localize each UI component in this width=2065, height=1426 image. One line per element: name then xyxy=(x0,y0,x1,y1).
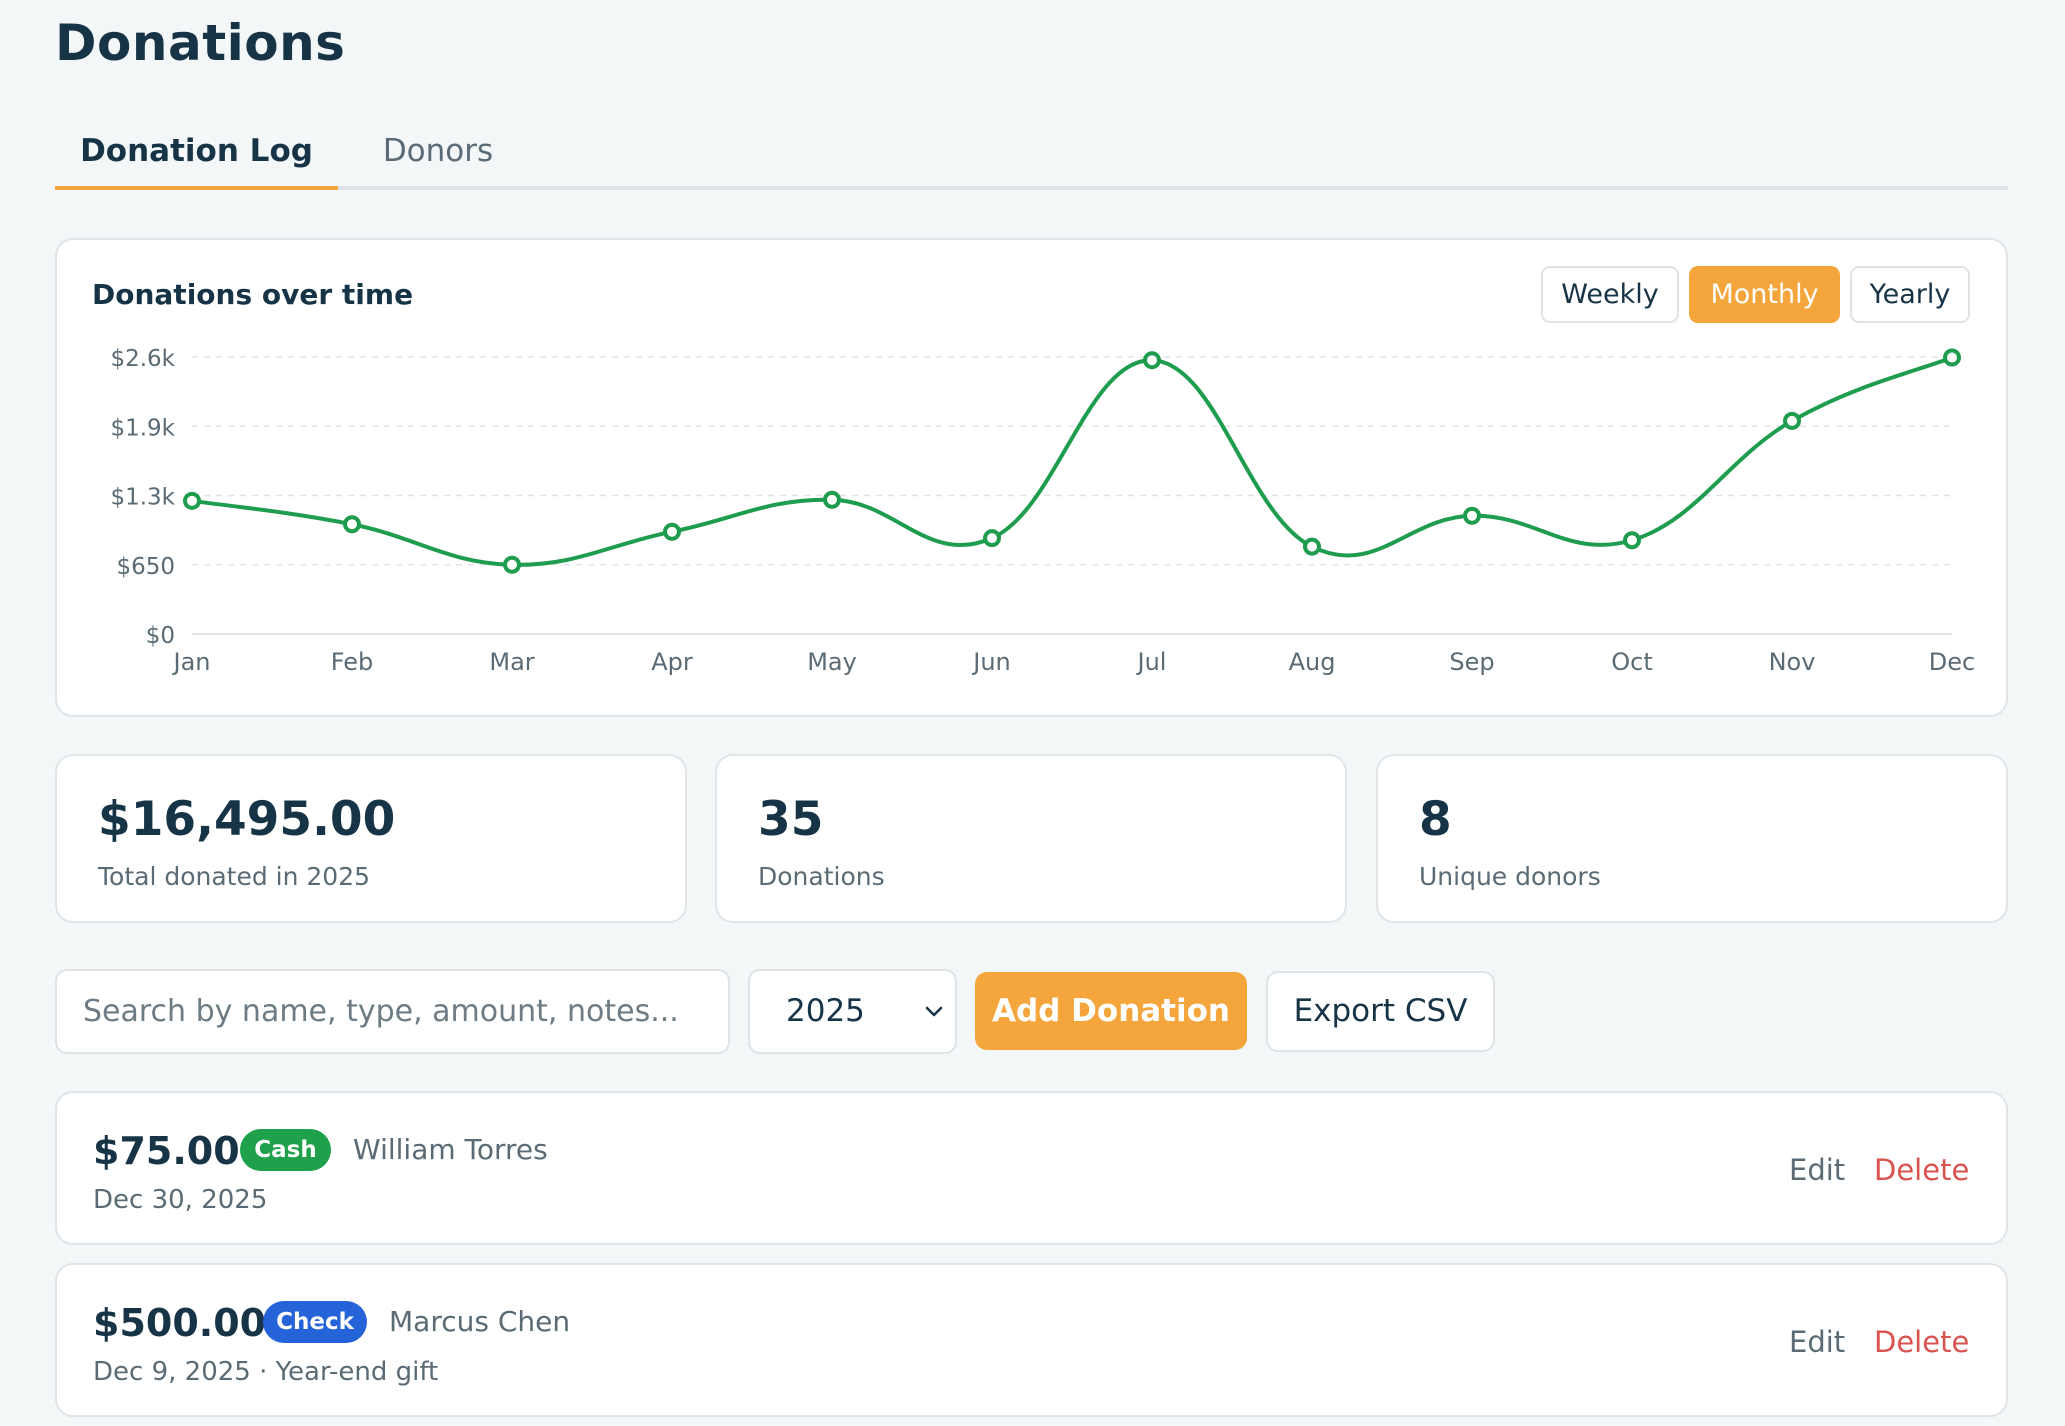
edit-donation-button[interactable]: Edit xyxy=(1789,1153,1846,1187)
donation-row: $75.00 Cash William Torres Dec 30, 2025 … xyxy=(55,1091,2008,1245)
donation-type-badge: Cash xyxy=(240,1129,331,1171)
delete-donation-button[interactable]: Delete xyxy=(1874,1153,1970,1187)
range-monthly-button[interactable]: Monthly xyxy=(1689,266,1840,323)
year-select-value: 2025 xyxy=(786,993,865,1029)
stat-total-label: Total donated in 2025 xyxy=(98,862,371,891)
stat-count-card: 35 Donations xyxy=(715,754,1347,923)
page-title: Donations xyxy=(55,14,346,72)
donation-type-badge: Check xyxy=(263,1301,367,1343)
delete-donation-button[interactable]: Delete xyxy=(1874,1325,1970,1359)
range-weekly-button[interactable]: Weekly xyxy=(1541,266,1679,323)
donation-amount: $500.00 xyxy=(93,1301,267,1345)
chart-title: Donations over time xyxy=(92,278,414,311)
tab-donors[interactable]: Donors xyxy=(382,133,494,169)
donation-donor-name: William Torres xyxy=(353,1133,548,1166)
donation-donor-name: Marcus Chen xyxy=(389,1305,571,1338)
edit-donation-button[interactable]: Edit xyxy=(1789,1325,1846,1359)
export-csv-button[interactable]: Export CSV xyxy=(1266,971,1495,1052)
tab-bar: Donation Log Donors xyxy=(55,118,2008,190)
year-select[interactable]: 2025 xyxy=(748,969,957,1054)
stat-count-label: Donations xyxy=(758,862,885,891)
donation-row: $500.00 Check Marcus Chen Dec 9, 2025 · … xyxy=(55,1263,2008,1417)
stat-count-value: 35 xyxy=(758,792,824,847)
stat-total-value: $16,495.00 xyxy=(98,792,396,847)
search-input[interactable] xyxy=(55,969,730,1054)
stat-donors-card: 8 Unique donors xyxy=(1376,754,2008,923)
stat-total-card: $16,495.00 Total donated in 2025 xyxy=(55,754,687,923)
donation-meta: Dec 9, 2025 · Year-end gift xyxy=(93,1357,439,1387)
range-yearly-button[interactable]: Yearly xyxy=(1850,266,1970,323)
stat-donors-value: 8 xyxy=(1419,792,1452,847)
add-donation-button[interactable]: Add Donation xyxy=(975,972,1247,1050)
donation-meta: Dec 30, 2025 xyxy=(93,1185,268,1215)
stat-donors-label: Unique donors xyxy=(1419,862,1601,891)
tab-donation-log[interactable]: Donation Log xyxy=(55,118,338,190)
chevron-down-icon xyxy=(925,1006,943,1017)
donation-amount: $75.00 xyxy=(93,1129,240,1173)
